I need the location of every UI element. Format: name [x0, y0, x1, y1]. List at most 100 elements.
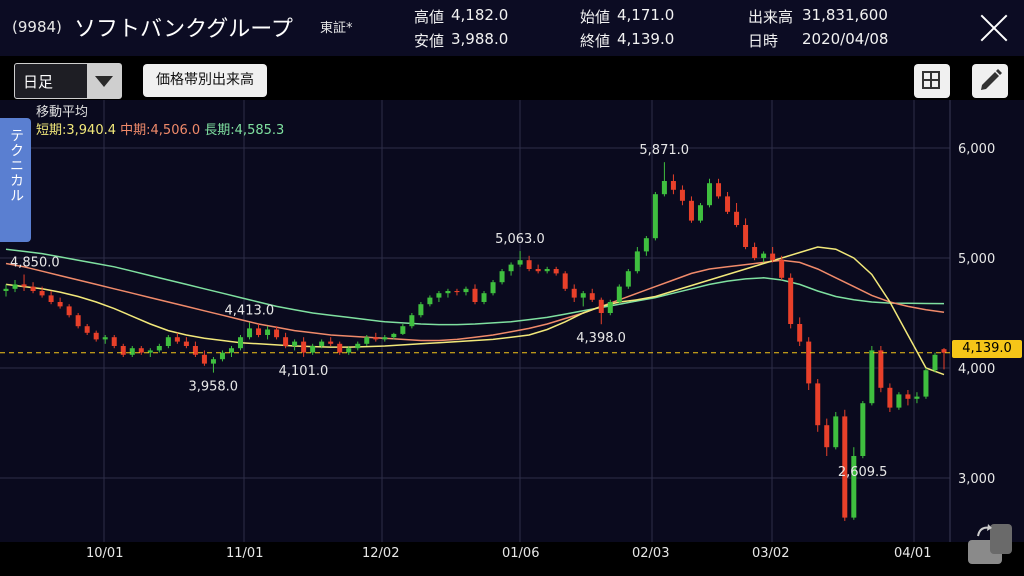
- x-tick: 10/01: [86, 546, 124, 561]
- candle-body: [932, 354, 938, 371]
- candle-body: [228, 348, 234, 353]
- candle-body: [30, 286, 36, 291]
- candle-body: [526, 260, 532, 269]
- candle-body: [571, 288, 577, 298]
- candle-body: [409, 315, 415, 327]
- high-label: 高値: [414, 8, 445, 26]
- price-annotation: 5,871.0: [639, 143, 689, 158]
- candle-body: [887, 387, 893, 408]
- y-tick-label: 5,000: [958, 252, 995, 267]
- candle-body: [391, 333, 397, 338]
- candle-body: [661, 181, 667, 195]
- price-annotation: 5,063.0: [495, 232, 545, 247]
- rotate-screen-icon[interactable]: [964, 520, 1016, 568]
- candle-body: [301, 341, 307, 353]
- candle-body: [436, 293, 442, 298]
- candle-body: [192, 346, 198, 355]
- technical-tab-label: テクニカル: [8, 128, 24, 203]
- candle-body: [12, 284, 18, 289]
- candle-body: [716, 183, 722, 197]
- close-value: 4,139.0: [617, 30, 675, 48]
- candle-body: [382, 337, 388, 340]
- close-icon[interactable]: [976, 10, 1012, 46]
- candle-body: [183, 341, 189, 346]
- ma-long-value: 長期:4,585.3: [204, 123, 285, 138]
- candle-body: [544, 269, 550, 272]
- open-value: 4,171.0: [617, 6, 675, 24]
- y-tick-label: 6,000: [958, 142, 995, 157]
- candle-body: [761, 253, 767, 258]
- low-label: 安値: [414, 32, 445, 50]
- candle-body: [743, 225, 749, 247]
- ma-short-value: 短期:3,940.4: [36, 123, 116, 138]
- candle-body: [770, 253, 776, 261]
- ma-mid-line: [5, 259, 945, 342]
- price-annotation: 3,958.0: [188, 380, 238, 395]
- candle-body: [562, 273, 568, 289]
- stock-name: ソフトバンクグループ: [74, 17, 293, 42]
- candle-body: [39, 291, 45, 296]
- open-label: 始値: [580, 8, 611, 26]
- chevron-down-icon: [87, 64, 121, 98]
- candle-body: [283, 337, 289, 346]
- candle-body: [66, 306, 72, 316]
- y-tick-label: 4,000: [958, 362, 995, 377]
- price-annotation: 2,609.5: [838, 465, 888, 480]
- candle-body: [400, 326, 406, 334]
- candle-body: [697, 205, 703, 221]
- price-annotation: 4,413.0: [225, 304, 275, 319]
- y-tick-label: 3,000: [958, 472, 995, 487]
- candle-body: [490, 282, 496, 294]
- candle-body: [418, 304, 424, 316]
- candle-body: [48, 295, 54, 302]
- ma-long-line: [5, 248, 945, 326]
- candle-body: [734, 211, 740, 225]
- candle-body: [481, 293, 487, 302]
- candle-body: [707, 183, 712, 206]
- candle-body: [788, 277, 794, 324]
- candle-body: [93, 332, 99, 340]
- candlestick-chart[interactable]: 6,000 5,000 4,000 3,000 4,850.0 3,958.0 4,413.…: [0, 100, 1024, 542]
- candle-body: [201, 354, 207, 364]
- candle-body: [165, 337, 171, 346]
- technical-tab[interactable]: テクニカル: [0, 118, 31, 242]
- candle-body: [815, 383, 821, 426]
- period-select[interactable]: 日足: [14, 63, 122, 99]
- candle-body: [824, 425, 830, 448]
- volume-by-price-button[interactable]: 価格帯別出来高: [143, 64, 267, 97]
- price-annotation: 4,850.0: [10, 256, 60, 271]
- candle-body: [355, 343, 361, 349]
- candle-body: [797, 324, 803, 342]
- candle-body: [580, 293, 586, 298]
- candle-body: [364, 337, 370, 344]
- candle-body: [292, 341, 298, 346]
- candle-body: [598, 299, 604, 313]
- draw-button[interactable]: [972, 64, 1008, 98]
- candle-body: [337, 343, 343, 353]
- candle-body: [319, 341, 325, 346]
- candle-body: [851, 456, 857, 518]
- layout-grid-button[interactable]: [914, 64, 950, 98]
- candle-body: [508, 264, 514, 272]
- candle-body: [219, 352, 225, 360]
- candle-body: [265, 329, 271, 335]
- candle-body: [174, 337, 180, 342]
- candle-body: [256, 328, 262, 335]
- x-tick: 01/06: [502, 546, 540, 561]
- candle-body: [120, 346, 126, 355]
- x-tick: 11/01: [226, 546, 264, 561]
- candle-body: [21, 284, 27, 287]
- candle-body: [517, 260, 523, 265]
- candle-body: [806, 341, 812, 384]
- candle-body: [842, 416, 848, 518]
- candle-body: [752, 247, 758, 258]
- grid-icon: [922, 71, 940, 89]
- candle-body: [896, 394, 902, 408]
- candle-body: [553, 269, 559, 274]
- candle-body: [147, 350, 153, 353]
- candle-body: [905, 394, 911, 399]
- candle-body: [445, 291, 451, 294]
- candle-body: [625, 271, 631, 287]
- candle-body: [138, 348, 144, 353]
- ma-values: 短期:3,940.4 中期:4,506.0 長期:4,585.3: [36, 119, 284, 138]
